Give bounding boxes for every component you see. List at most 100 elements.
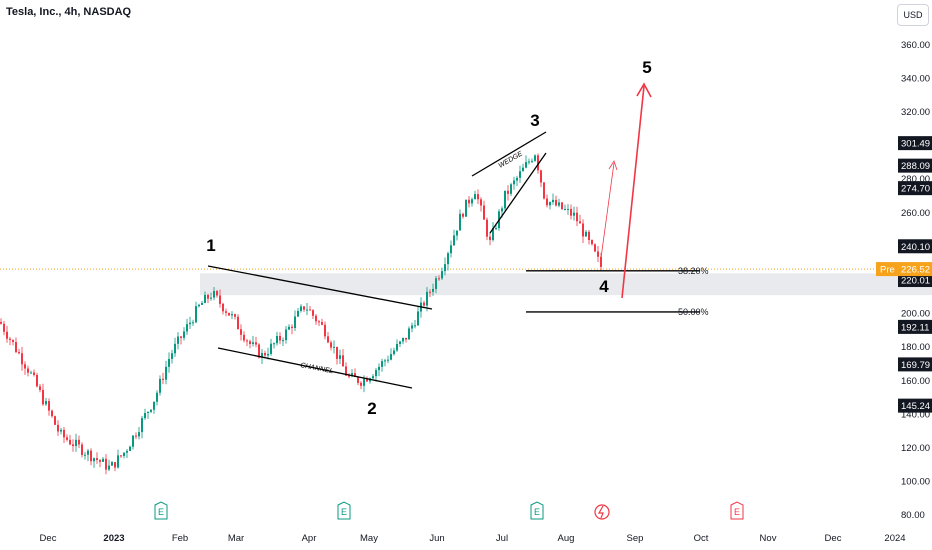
candle [510, 182, 512, 197]
candle [558, 198, 560, 208]
earnings-marker[interactable]: E [154, 501, 168, 520]
candle-body [441, 271, 443, 279]
candle-body [561, 202, 563, 210]
candle [546, 194, 548, 208]
earnings-marker-badge [337, 501, 351, 520]
candle-body [432, 288, 434, 292]
currency-button[interactable]: USD [897, 4, 929, 26]
candle-body [108, 465, 110, 470]
fib-label-50: 50.00% [678, 307, 709, 317]
candle-body [546, 198, 548, 206]
candle [198, 303, 200, 308]
y-tick-label: 340.00 [901, 73, 930, 84]
candle-body [144, 413, 146, 419]
price-label-text: 220.01 [901, 276, 930, 287]
candle [360, 381, 362, 390]
x-tick-label: Dec [825, 533, 842, 544]
candle-body [48, 401, 50, 411]
candle-body [396, 344, 398, 351]
candle-body [204, 294, 206, 303]
candle [216, 289, 218, 298]
candle [597, 246, 599, 263]
candle [387, 355, 389, 364]
candle [552, 193, 554, 205]
candle-body [183, 331, 185, 338]
x-tick-label: Sep [627, 533, 644, 544]
wave-label-5: 5 [642, 58, 651, 77]
price-label-bg [898, 181, 932, 196]
candle-body [36, 375, 38, 387]
candle [48, 398, 50, 416]
price-label-bg [898, 319, 932, 334]
candle [330, 340, 332, 351]
candle [159, 375, 161, 396]
candle-body [171, 353, 173, 359]
candle [477, 189, 479, 204]
earnings-marker-letter: E [341, 507, 347, 517]
candle-body [210, 297, 212, 299]
candle [36, 372, 38, 388]
candle-body [516, 177, 518, 181]
candle [54, 415, 56, 426]
candle [267, 347, 269, 360]
candle-body [81, 444, 83, 455]
candle-body [234, 314, 236, 317]
candle-body [519, 171, 521, 178]
candle-body [549, 202, 551, 206]
candle [162, 372, 164, 385]
candle [15, 337, 17, 354]
candle-body [513, 180, 515, 185]
candle [324, 321, 326, 340]
channel-upper-line [207, 265, 433, 310]
candle [474, 190, 476, 200]
candle-body [534, 155, 536, 161]
candle-body [267, 353, 269, 356]
candle [93, 457, 95, 468]
candle [543, 181, 545, 200]
candle [114, 461, 116, 472]
earnings-marker-letter: E [534, 507, 540, 517]
earnings-marker[interactable]: E [730, 501, 744, 520]
candle-body [495, 228, 497, 230]
candle [6, 325, 8, 343]
candle [138, 427, 140, 440]
candle-body [111, 462, 113, 466]
candle-body [282, 340, 284, 342]
candle-body [255, 342, 257, 345]
candle-body [363, 378, 365, 386]
x-tick-label: Mar [228, 533, 244, 544]
candle [291, 324, 293, 335]
earnings-marker-badge [154, 501, 168, 520]
candle [165, 360, 167, 385]
candle [189, 316, 191, 329]
candle [192, 319, 194, 326]
candle-body [291, 326, 293, 329]
candle-body [9, 338, 11, 340]
candle-body [153, 401, 155, 410]
candle [9, 336, 11, 346]
price-labels: 301.49 288.09 274.70 240.10 220.01 192.11 169.… [876, 136, 932, 413]
earnings-marker[interactable]: E [337, 501, 351, 520]
candle-body [552, 199, 554, 203]
candle [303, 306, 305, 313]
candle [75, 433, 77, 452]
candle-body [489, 236, 491, 241]
earnings-marker[interactable]: E [530, 501, 544, 520]
candle-body [237, 316, 239, 330]
candle-body [510, 184, 512, 194]
candle [438, 275, 440, 281]
candle [27, 365, 29, 377]
candle [249, 339, 251, 349]
candle-body [99, 459, 101, 462]
candle-body [123, 452, 125, 456]
candle-body [447, 253, 449, 265]
candle [234, 313, 236, 320]
candle-body [51, 410, 53, 417]
split-icon[interactable] [594, 504, 610, 520]
channel-label: CHANNEL [300, 362, 334, 375]
candle [381, 358, 383, 372]
candle [255, 336, 257, 348]
candle [336, 346, 338, 365]
